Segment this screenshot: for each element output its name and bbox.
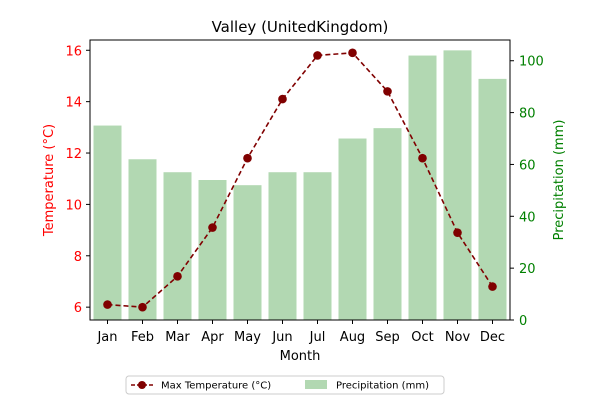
left-y-tick-label: 10 — [65, 198, 82, 213]
legend-bar-label: Precipitation (mm) — [336, 381, 429, 392]
legend: Max Temperature (°C) Precipitation (mm) — [125, 375, 445, 395]
precipitation-bar — [478, 78, 507, 320]
x-tick-label: Aug — [340, 330, 365, 345]
left-y-tick-label: 6 — [74, 301, 82, 316]
precipitation-bar — [128, 159, 157, 320]
left-y-tick-label: 16 — [65, 44, 82, 59]
legend-line-marker — [138, 381, 146, 389]
temperature-point — [138, 302, 147, 312]
temperature-point — [313, 51, 322, 60]
right-y-tick-label: 80 — [519, 107, 536, 122]
left-y-axis-ticks: 6 8 10 12 14 16 — [65, 44, 90, 316]
x-tick-label: Jul — [309, 330, 326, 345]
x-tick-label: Mar — [165, 330, 190, 345]
left-y-tick-label: 12 — [65, 147, 82, 162]
temperature-line — [103, 48, 497, 312]
x-tick-label: Oct — [411, 330, 433, 345]
temperature-point — [208, 223, 217, 232]
x-tick-label: Apr — [201, 330, 224, 345]
x-tick-label: May — [234, 330, 261, 345]
precipitation-bar — [408, 55, 437, 321]
precipitation-bar — [163, 172, 192, 320]
x-tick-label: Jun — [271, 330, 292, 345]
x-tick-label: Jan — [96, 330, 117, 345]
plot-frame — [89, 39, 511, 321]
temperature-point — [243, 153, 252, 163]
legend-line-label: Max Temperature (°C) — [161, 381, 271, 392]
chart-title: Valley (UnitedKingdom) — [212, 18, 389, 36]
legend-bar-swatch — [305, 380, 327, 389]
precipitation-bar — [338, 138, 367, 320]
temperature-point — [453, 228, 462, 237]
right-y-tick-label: 100 — [519, 55, 544, 70]
right-y-axis-ticks: 0 20 40 60 80 100 — [510, 55, 544, 329]
temperature-point — [173, 272, 182, 281]
temperature-series-line — [107, 52, 494, 308]
x-tick-label: Feb — [131, 330, 154, 345]
temperature-point — [348, 48, 357, 58]
temperature-point — [488, 282, 497, 291]
x-tick-label: Sep — [375, 330, 400, 345]
right-y-tick-label: 60 — [519, 158, 536, 173]
precipitation-bar — [233, 185, 262, 320]
precipitation-bar — [373, 128, 402, 320]
temperature-point — [278, 94, 287, 104]
precipitation-bars — [93, 50, 507, 321]
right-y-tick-label: 0 — [519, 314, 527, 329]
right-y-tick-label: 20 — [519, 262, 536, 277]
left-y-axis-label: Temperature (°C) — [42, 124, 57, 237]
legend-frame — [125, 375, 445, 395]
precipitation-bar — [198, 180, 227, 320]
temperature-point — [103, 300, 112, 309]
precipitation-bar — [268, 172, 297, 320]
x-axis-ticks: Jan Feb Mar Apr May Jun Jul Aug Sep Oct Nov Dec — [96, 320, 505, 345]
precipitation-bar — [93, 125, 122, 320]
left-y-tick-label: 8 — [74, 250, 82, 265]
x-axis-label: Month — [280, 349, 321, 364]
left-y-tick-label: 14 — [65, 96, 82, 111]
x-tick-label: Dec — [480, 330, 505, 345]
precipitation-bar — [303, 172, 332, 320]
temperature-point — [418, 153, 427, 163]
x-tick-label: Nov — [445, 330, 471, 345]
right-y-tick-label: 40 — [519, 210, 536, 225]
right-y-axis-label: Precipitation (mm) — [552, 120, 567, 241]
temperature-point — [383, 87, 392, 96]
precipitation-bar — [443, 50, 472, 321]
